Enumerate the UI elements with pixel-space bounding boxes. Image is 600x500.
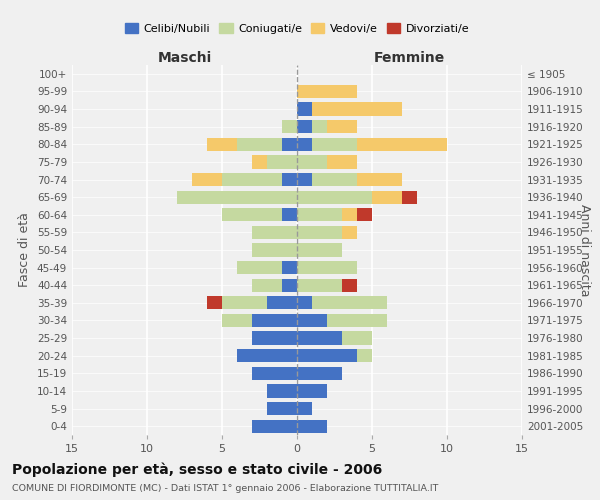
Bar	[297, 173, 312, 186]
Bar	[297, 208, 342, 222]
Bar	[297, 314, 327, 327]
Legend: Celibi/Nubili, Coniugati/e, Vedovi/e, Divorziati/e: Celibi/Nubili, Coniugati/e, Vedovi/e, Di…	[121, 19, 473, 38]
Bar	[252, 314, 297, 327]
Bar	[297, 261, 357, 274]
Bar	[372, 190, 402, 204]
Bar	[327, 156, 357, 168]
Bar	[342, 332, 372, 344]
Bar	[297, 349, 357, 362]
Bar	[297, 366, 342, 380]
Bar	[312, 296, 387, 310]
Bar	[237, 261, 282, 274]
Bar	[282, 120, 297, 134]
Bar	[267, 402, 297, 415]
Bar	[297, 384, 327, 398]
Bar	[252, 244, 297, 256]
Bar	[297, 244, 342, 256]
Bar	[252, 366, 297, 380]
Bar	[267, 296, 297, 310]
Bar	[237, 349, 297, 362]
Bar	[297, 102, 312, 116]
Bar	[402, 190, 417, 204]
Bar	[177, 190, 297, 204]
Bar	[297, 278, 342, 292]
Bar	[342, 208, 357, 222]
Bar	[297, 85, 357, 98]
Bar	[222, 314, 252, 327]
Bar	[282, 261, 297, 274]
Bar	[282, 278, 297, 292]
Bar	[207, 296, 222, 310]
Bar	[222, 173, 282, 186]
Bar	[297, 138, 312, 151]
Bar	[222, 296, 267, 310]
Text: Maschi: Maschi	[157, 51, 212, 65]
Bar	[312, 138, 357, 151]
Bar	[357, 208, 372, 222]
Bar	[297, 332, 342, 344]
Bar	[342, 226, 357, 239]
Bar	[297, 296, 312, 310]
Bar	[267, 384, 297, 398]
Bar	[297, 156, 327, 168]
Y-axis label: Anni di nascita: Anni di nascita	[578, 204, 590, 296]
Bar	[222, 208, 282, 222]
Bar	[327, 120, 357, 134]
Bar	[312, 120, 327, 134]
Bar	[252, 156, 267, 168]
Bar	[312, 102, 402, 116]
Text: COMUNE DI FIORDIMONTE (MC) - Dati ISTAT 1° gennaio 2006 - Elaborazione TUTTITALI: COMUNE DI FIORDIMONTE (MC) - Dati ISTAT …	[12, 484, 439, 493]
Bar	[237, 138, 282, 151]
Bar	[252, 278, 282, 292]
Bar	[357, 173, 402, 186]
Bar	[297, 120, 312, 134]
Bar	[297, 226, 342, 239]
Text: Popolazione per età, sesso e stato civile - 2006: Popolazione per età, sesso e stato civil…	[12, 462, 382, 477]
Text: Femmine: Femmine	[374, 51, 445, 65]
Bar	[357, 138, 447, 151]
Bar	[252, 332, 297, 344]
Bar	[207, 138, 237, 151]
Bar	[342, 278, 357, 292]
Bar	[282, 208, 297, 222]
Bar	[357, 349, 372, 362]
Bar	[282, 138, 297, 151]
Bar	[297, 190, 372, 204]
Bar	[327, 314, 387, 327]
Bar	[192, 173, 222, 186]
Bar	[252, 420, 297, 433]
Bar	[252, 226, 297, 239]
Bar	[267, 156, 297, 168]
Bar	[282, 173, 297, 186]
Y-axis label: Fasce di età: Fasce di età	[19, 212, 31, 288]
Bar	[312, 173, 357, 186]
Bar	[297, 420, 327, 433]
Bar	[297, 402, 312, 415]
